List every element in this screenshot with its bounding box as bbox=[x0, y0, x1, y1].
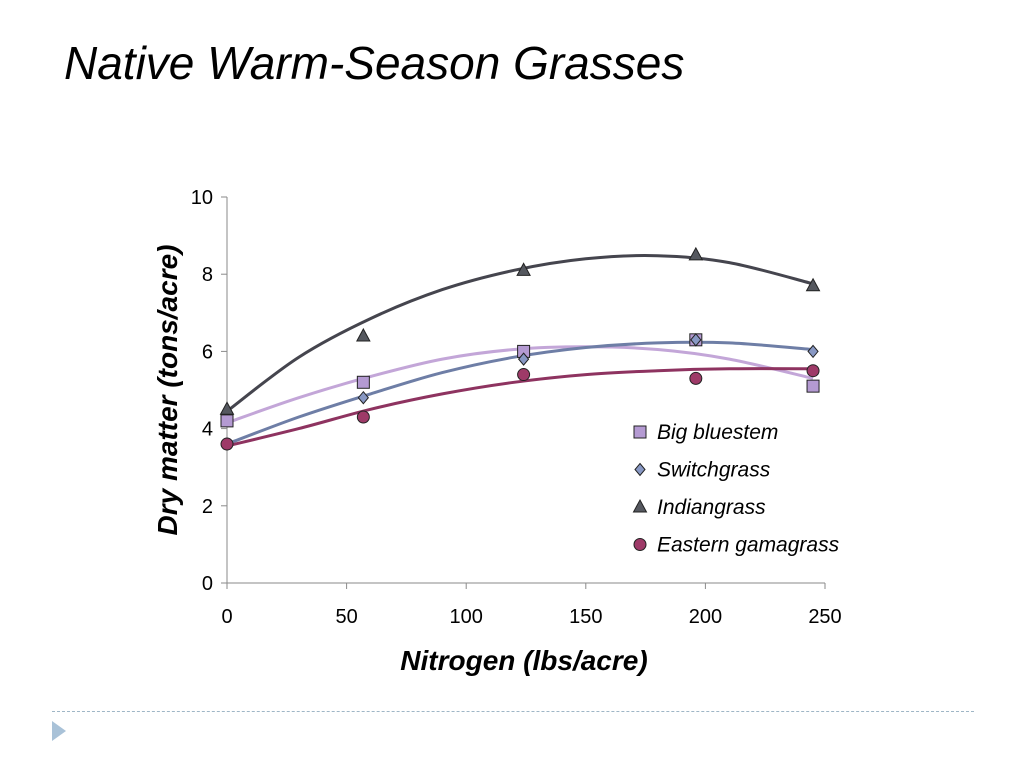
legend-eastern-gamagrass-label: Eastern gamagrass bbox=[657, 534, 840, 557]
big-bluestem-point bbox=[806, 379, 820, 393]
y-tick-label: 4 bbox=[202, 419, 213, 441]
indiangrass-trend-line bbox=[226, 254, 814, 413]
slide-title: Native Warm-Season Grasses bbox=[64, 37, 685, 89]
x-tick-label: 50 bbox=[335, 606, 357, 628]
switchgrass-point bbox=[807, 344, 819, 359]
legend-big-bluestem-marker bbox=[633, 425, 647, 439]
x-tick-label: 100 bbox=[450, 606, 483, 628]
switchgrass-point bbox=[690, 333, 702, 347]
eastern-gamagrass-point bbox=[356, 410, 370, 424]
switchgrass-trend-line bbox=[226, 340, 814, 446]
x-tick-label: 250 bbox=[808, 606, 841, 628]
footer-divider bbox=[52, 711, 974, 712]
legend-switchgrass-label: Switchgrass bbox=[657, 459, 771, 482]
trend-lines bbox=[226, 254, 814, 448]
big-bluestem-trend-line bbox=[226, 345, 814, 425]
indiangrass-point bbox=[805, 277, 821, 292]
x-axis-title: Nitrogen (lbs/acre) bbox=[400, 645, 647, 676]
indiangrass-point bbox=[688, 246, 704, 261]
indiangrass-point bbox=[356, 327, 371, 342]
switchgrass-point bbox=[517, 352, 530, 366]
y-axis-title: Dry matter (tons/acre) bbox=[152, 245, 183, 536]
legend-big-bluestem-label: Big bluestem bbox=[657, 421, 778, 444]
data-markers bbox=[219, 246, 821, 451]
eastern-gamagrass-point bbox=[806, 364, 820, 378]
indiangrass-point bbox=[219, 401, 235, 415]
y-tick-label: 8 bbox=[202, 264, 213, 286]
eastern-gamagrass-point bbox=[220, 437, 234, 451]
eastern-gamagrass-point bbox=[517, 368, 531, 382]
big-bluestem-point bbox=[356, 375, 370, 389]
big-bluestem-point bbox=[220, 414, 234, 428]
eastern-gamagrass-point bbox=[689, 371, 703, 385]
y-tick-label: 6 bbox=[202, 341, 213, 363]
legend-indiangrass-label: Indiangrass bbox=[657, 496, 766, 519]
eastern-gamagrass-trend-line bbox=[226, 367, 814, 448]
legend-switchgrass-marker bbox=[634, 462, 646, 477]
y-tick-label: 10 bbox=[191, 187, 213, 209]
triangle-bullet-icon bbox=[52, 721, 66, 741]
legend-eastern-gamagrass-marker bbox=[633, 538, 647, 551]
x-tick-label: 0 bbox=[221, 606, 232, 628]
legend-indiangrass-marker bbox=[632, 498, 648, 513]
switchgrass-point bbox=[357, 390, 369, 405]
y-tick-label: 0 bbox=[202, 573, 213, 595]
indiangrass-point bbox=[516, 262, 531, 276]
x-tick-label: 150 bbox=[569, 606, 602, 628]
chart-legend: Big bluestem Switchgrass Indiangrass Easter… bbox=[632, 421, 840, 557]
y-tick-label: 2 bbox=[202, 496, 213, 518]
x-tick-label: 200 bbox=[689, 606, 722, 628]
